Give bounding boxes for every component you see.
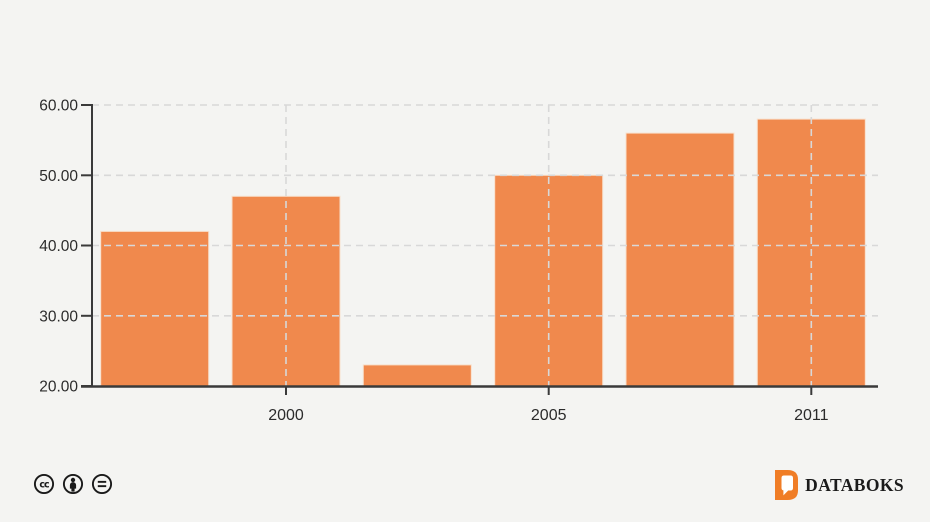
y-axis-label: 60.00 [39,98,78,115]
databoks-logo: DATABOKS [775,470,904,500]
bar [362,364,472,387]
no-derivatives-icon [91,473,113,495]
y-axis-label: 20.00 [39,379,78,396]
cc-license-badges: cc [33,473,113,495]
x-axis-label: 2000 [268,407,304,424]
databoks-wordmark: DATABOKS [805,475,904,495]
svg-text:cc: cc [39,479,49,490]
bar [100,230,210,387]
y-axis-label: 30.00 [39,308,78,325]
x-axis-label: 2005 [531,407,567,424]
databoks-logo-icon [775,470,799,500]
x-axis-label: 2011 [794,407,829,424]
cc-icon: cc [33,473,55,495]
attribution-icon [62,473,84,495]
y-axis-label: 50.00 [39,168,78,185]
bar [625,132,735,387]
y-axis-label: 40.00 [39,238,78,255]
